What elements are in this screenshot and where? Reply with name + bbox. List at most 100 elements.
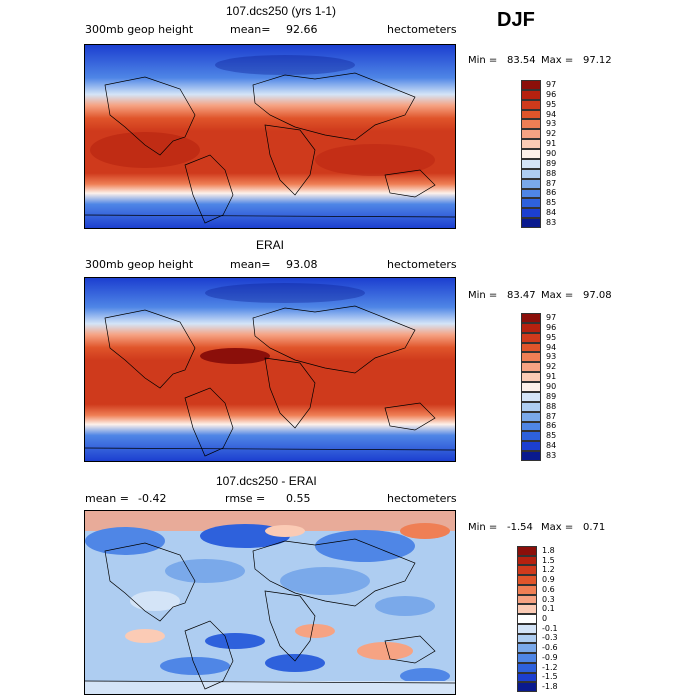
- colorbar-swatch: [521, 441, 541, 452]
- panel3-coastlines: [85, 538, 455, 690]
- colorbar-label: 90: [546, 149, 557, 158]
- colorbar-label: 86: [546, 188, 557, 198]
- colorbar-label: 96: [546, 89, 557, 99]
- colorbar-swatch: [517, 594, 537, 605]
- colorbar-label: 96: [546, 322, 557, 332]
- colorbar-swatch: [521, 451, 541, 461]
- panel2-max-value: 97.08: [583, 290, 612, 301]
- panel2-mean-label: mean=: [230, 258, 271, 271]
- colorbar-label: -0.3: [542, 633, 558, 643]
- colorbar-label: -0.1: [542, 623, 558, 633]
- colorbar-swatch: [517, 565, 537, 576]
- colorbar-label: 97: [546, 312, 557, 322]
- panel3-max-value: 0.71: [583, 522, 606, 533]
- colorbar-swatch: [521, 139, 541, 150]
- colorbar-swatch: [521, 178, 541, 189]
- colorbar-label: 93: [546, 119, 557, 129]
- panel2-min-label: Min =: [468, 290, 498, 301]
- colorbar-label: 0.1: [542, 604, 555, 614]
- panel2-coastlines: [85, 305, 455, 457]
- panel1-coastlines: [85, 72, 455, 224]
- colorbar-swatch: [521, 109, 541, 120]
- colorbar-swatch: [517, 555, 537, 566]
- panel1-map: [84, 44, 456, 229]
- panel1-max-label: Max =: [541, 55, 574, 66]
- panel2-colorbar: 97 96 95 94 93 92 91 90 89 88 87 86 85 84 83: [521, 313, 581, 461]
- colorbar-label: 1.5: [542, 555, 555, 565]
- colorbar-label: 83: [546, 451, 557, 461]
- colorbar-swatch: [521, 208, 541, 219]
- panel3-rmse-label: rmse =: [225, 492, 266, 505]
- colorbar-label: -1.8: [542, 682, 558, 692]
- colorbar-label: 92: [546, 362, 557, 372]
- panel2-field-label: 300mb geop height: [85, 258, 194, 271]
- colorbar-swatch: [517, 643, 537, 654]
- colorbar-swatch: [521, 119, 541, 130]
- colorbar-swatch: [521, 421, 541, 432]
- colorbar-swatch: [521, 89, 541, 100]
- panel2-max-label: Max =: [541, 290, 574, 301]
- colorbar-swatch: [517, 546, 537, 556]
- panel3-map: [84, 510, 456, 695]
- colorbar-swatch: [521, 362, 541, 373]
- colorbar-label: 83: [546, 218, 557, 228]
- colorbar-label: 0.9: [542, 575, 555, 585]
- colorbar-label: 89: [546, 391, 557, 401]
- colorbar-label: 91: [546, 372, 557, 382]
- colorbar-swatch: [517, 604, 537, 615]
- colorbar-label: -1.2: [542, 662, 558, 672]
- colorbar-swatch: [521, 382, 541, 392]
- panel3-mean-value: -0.42: [138, 492, 167, 505]
- colorbar-swatch: [521, 391, 541, 402]
- colorbar-swatch: [521, 80, 541, 90]
- panel3-max-label: Max =: [541, 522, 574, 533]
- panel1-units: hectometers: [387, 23, 457, 36]
- season-label: DJF: [497, 9, 535, 31]
- panel2-mean-value: 93.08: [286, 258, 318, 271]
- colorbar-label: 92: [546, 129, 557, 139]
- colorbar-label: 0.6: [542, 584, 555, 594]
- colorbar-swatch: [521, 401, 541, 412]
- colorbar-swatch: [521, 322, 541, 333]
- colorbar-label: 84: [546, 208, 557, 218]
- colorbar-label: 89: [546, 158, 557, 168]
- panel2-min-value: 83.47: [507, 290, 536, 301]
- colorbar-label: 91: [546, 139, 557, 149]
- colorbar-swatch: [517, 653, 537, 663]
- colorbar-label: -0.6: [542, 643, 558, 653]
- colorbar-label: 1.8: [542, 545, 555, 555]
- panel1-colorbar: 97 96 95 94 93 92 91 90 89 88 87 86 85 84 83: [521, 80, 581, 228]
- colorbar-swatch: [521, 332, 541, 343]
- colorbar-swatch: [517, 672, 537, 683]
- colorbar-label: 93: [546, 352, 557, 362]
- colorbar-swatch: [517, 614, 537, 624]
- colorbar-swatch: [521, 149, 541, 159]
- colorbar-swatch: [517, 682, 537, 692]
- colorbar-swatch: [521, 99, 541, 110]
- panel3-title: 107.dcs250 - ERAI: [216, 474, 317, 488]
- panel3-min-label: Min =: [468, 522, 498, 533]
- panel1-min-label: Min =: [468, 55, 498, 66]
- colorbar-label: -1.5: [542, 672, 558, 682]
- panel3-rmse-value: 0.55: [286, 492, 311, 505]
- colorbar-swatch: [521, 431, 541, 442]
- colorbar-label: 97: [546, 79, 557, 89]
- colorbar-swatch: [521, 129, 541, 140]
- panel2-units: hectometers: [387, 258, 457, 271]
- colorbar-swatch: [517, 623, 537, 634]
- colorbar-swatch: [521, 198, 541, 209]
- colorbar-swatch: [521, 313, 541, 323]
- colorbar-label: 88: [546, 401, 557, 411]
- colorbar-label: 0: [542, 614, 548, 623]
- colorbar-swatch: [517, 633, 537, 644]
- panel1-min-value: 83.54: [507, 55, 536, 66]
- colorbar-label: 1.2: [542, 565, 555, 575]
- colorbar-swatch: [521, 158, 541, 169]
- colorbar-swatch: [521, 372, 541, 383]
- panel2-title: ERAI: [256, 238, 285, 252]
- panel1-mean-value: 92.66: [286, 23, 318, 36]
- panel3-units: hectometers: [387, 492, 457, 505]
- panel1-mean-label: mean=: [230, 23, 271, 36]
- colorbar-swatch: [521, 352, 541, 363]
- panel1-max-value: 97.12: [583, 55, 612, 66]
